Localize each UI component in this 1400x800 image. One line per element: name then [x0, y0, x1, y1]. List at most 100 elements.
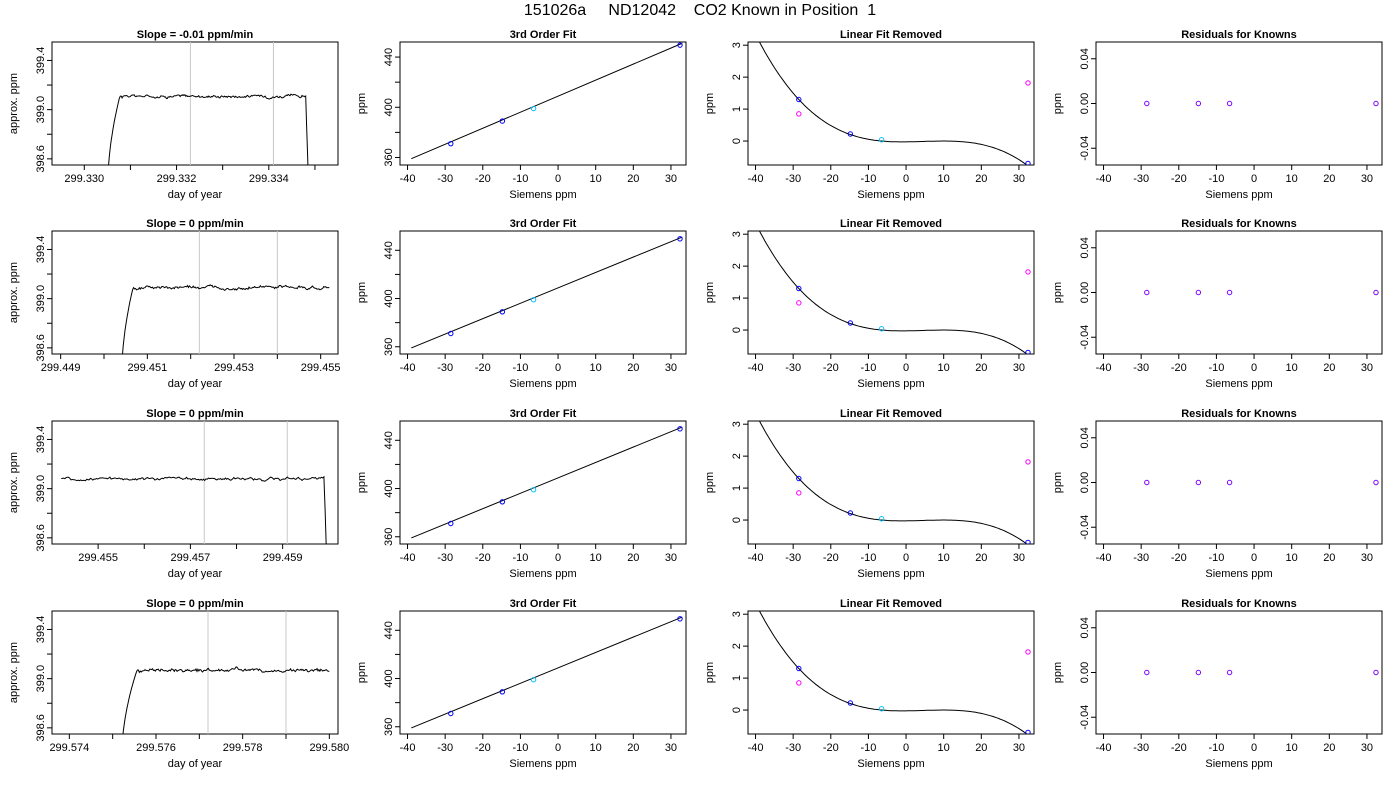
x-tick-label: 30 — [665, 362, 677, 374]
data-point — [1226, 479, 1233, 486]
plot-frame — [747, 230, 1035, 355]
y-tick-label: 3 — [731, 611, 743, 617]
plot-area — [1144, 100, 1379, 107]
data-point — [677, 616, 683, 622]
y-axis-label: ppm — [356, 93, 368, 114]
data-point — [677, 236, 683, 242]
x-tick-label: -30 — [1133, 173, 1149, 185]
y-tick-label: 0.00 — [1079, 662, 1091, 683]
panel-title: Slope = 0 ppm/min — [146, 408, 244, 420]
x-tick-label: 10 — [590, 742, 602, 754]
x-tick-label: -30 — [785, 552, 801, 564]
y-axis-label: ppm — [704, 662, 716, 683]
x-tick-label: -40 — [1096, 173, 1112, 185]
x-tick-label: -10 — [860, 362, 876, 374]
y-tick-label: 1 — [731, 485, 743, 491]
x-tick-label: -20 — [823, 362, 839, 374]
x-tick-label: 30 — [1361, 173, 1373, 185]
x-tick-label: -10 — [860, 552, 876, 564]
x-tick-label: 30 — [1013, 742, 1025, 754]
y-tick-label: 2 — [731, 453, 743, 459]
x-tick-label: 299.332 — [157, 173, 197, 185]
panel-r3-c4: Residuals for Knowns -40 -30 -20 -10 0 10 20 30 -… — [1052, 408, 1383, 580]
panel-title: Slope = 0 ppm/min — [146, 598, 244, 610]
x-axis-label: Siemens ppm — [1205, 189, 1272, 201]
x-tick-label: -40 — [1096, 742, 1112, 754]
data-point — [530, 105, 537, 112]
panel-title: 3rd Order Fit — [510, 218, 577, 230]
plot-frame — [399, 230, 687, 355]
x-tick-label: -10 — [1208, 362, 1224, 374]
panel-r2-c2: 3rd Order Fit -40 -30 -20 -10 0 10 20 30 360 400 44… — [356, 218, 687, 390]
x-tick-label: 299.580 — [309, 742, 349, 754]
x-tick-label: 299.451 — [127, 362, 167, 374]
y-tick-label: 0 — [731, 327, 743, 333]
x-tick-label: 30 — [1013, 173, 1025, 185]
x-axis-label: Siemens ppm — [509, 378, 576, 390]
data-point — [448, 140, 454, 147]
data-point — [530, 677, 537, 683]
fit-line — [411, 42, 683, 160]
data-point — [1025, 649, 1031, 655]
y-tick-label: 399.4 — [35, 236, 47, 264]
x-tick-label: -20 — [1171, 742, 1187, 754]
x-axis-label: day of year — [168, 189, 223, 201]
plot-frame — [399, 610, 687, 735]
panel-title: 3rd Order Fit — [510, 408, 577, 420]
data-point — [530, 297, 537, 303]
panel-title: Residuals for Knowns — [1181, 408, 1297, 420]
panel-r2-c4: Residuals for Knowns -40 -30 -20 -10 0 10 20 30 -… — [1052, 218, 1383, 390]
y-tick-label: 0.00 — [1079, 282, 1091, 303]
x-tick-label: 0 — [903, 362, 909, 374]
x-tick-label: 299.455 — [301, 362, 341, 374]
x-tick-label: 0 — [903, 173, 909, 185]
x-tick-label: 0 — [555, 362, 561, 374]
data-point — [1226, 289, 1233, 296]
panel-title: Slope = -0.01 ppm/min — [137, 29, 254, 41]
data-point — [796, 680, 802, 686]
x-tick-label: 299.449 — [41, 362, 81, 374]
x-tick-label: 20 — [1323, 173, 1335, 185]
y-tick-label: 360 — [383, 148, 395, 166]
panel-title: Residuals for Knowns — [1181, 218, 1297, 230]
data-point — [448, 710, 454, 717]
data-point — [677, 42, 683, 48]
y-axis-label: approx. ppm — [8, 642, 20, 703]
data-point — [499, 309, 506, 315]
panel-r2-c3: Linear Fit Removed -40 -30 -20 -10 0 10 20 30 0 1 2… — [704, 218, 1035, 390]
data-point — [1373, 100, 1379, 107]
plot-frame — [1095, 230, 1383, 355]
panel-title: 3rd Order Fit — [510, 598, 577, 610]
plot-area — [108, 42, 309, 165]
x-tick-label: 30 — [1013, 362, 1025, 374]
data-point — [1025, 729, 1031, 734]
x-tick-label: -20 — [475, 362, 491, 374]
y-axis-label: approx. ppm — [8, 262, 20, 323]
y-tick-label: 0 — [731, 138, 743, 144]
data-point — [847, 131, 854, 137]
y-tick-label: 400 — [383, 669, 395, 687]
y-tick-label: 440 — [383, 241, 395, 259]
y-axis-label: ppm — [356, 282, 368, 303]
x-axis-label: day of year — [168, 378, 223, 390]
x-tick-label: 299.574 — [49, 742, 89, 754]
x-tick-label: 299.330 — [64, 173, 104, 185]
x-tick-label: 0 — [1251, 362, 1257, 374]
plot-area — [758, 421, 1031, 544]
x-tick-label: 10 — [1286, 173, 1298, 185]
panel-title: Residuals for Knowns — [1181, 598, 1297, 610]
plot-frame — [51, 41, 339, 166]
fit-line — [411, 236, 683, 349]
y-tick-label: 400 — [383, 479, 395, 497]
plot-area — [1144, 289, 1379, 296]
y-tick-label: 0.00 — [1079, 472, 1091, 493]
y-axis-label: approx. ppm — [8, 73, 20, 134]
panel-r3-c3: Linear Fit Removed -40 -30 -20 -10 0 10 20 30 0 1 2… — [704, 408, 1035, 580]
x-axis-label: Siemens ppm — [857, 189, 924, 201]
x-tick-label: -10 — [1208, 173, 1224, 185]
x-tick-label: 10 — [938, 742, 950, 754]
x-tick-label: -40 — [400, 552, 416, 564]
y-tick-label: 360 — [383, 338, 395, 356]
data-point — [1144, 289, 1150, 296]
data-point — [847, 700, 854, 706]
